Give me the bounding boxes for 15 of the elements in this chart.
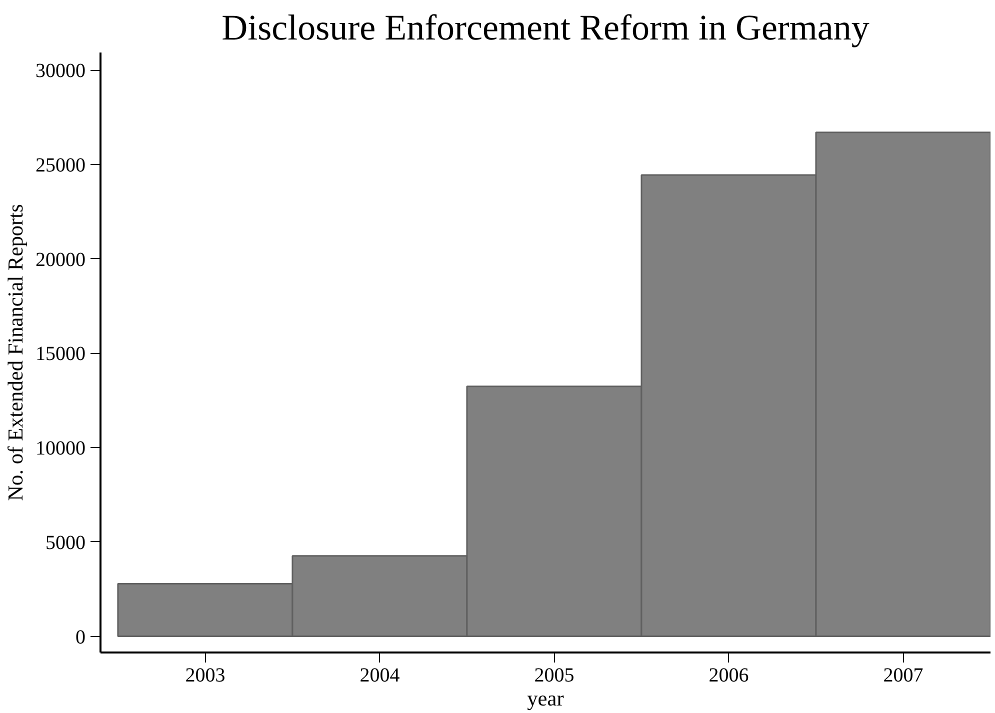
x-tick-label: 2007 <box>883 664 924 686</box>
y-tick-label: 0 <box>76 626 86 648</box>
y-tick-label: 25000 <box>36 154 86 176</box>
y-tick-label: 15000 <box>36 343 86 366</box>
y-axis-title: No. of Extended Financial Reports <box>4 204 28 501</box>
y-tick-label: 10000 <box>36 438 86 460</box>
x-tick-label: 2003 <box>185 664 226 686</box>
x-axis-title: year <box>527 686 564 710</box>
y-tick-label: 5000 <box>46 532 86 554</box>
chart-title: Disclosure Enforcement Reform in Germany <box>222 8 870 48</box>
y-tick-label: 30000 <box>36 60 86 82</box>
y-tick-label: 20000 <box>36 248 86 271</box>
x-tick-label: 2006 <box>708 664 749 686</box>
x-tick-label: 2005 <box>534 664 574 686</box>
x-tick-label: 2004 <box>360 664 400 686</box>
